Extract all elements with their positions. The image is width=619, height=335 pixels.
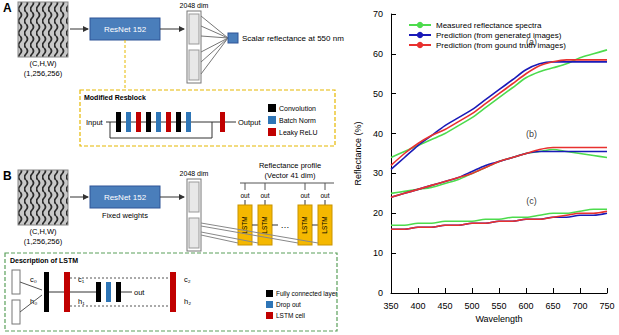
svg-text:Fully connected layer: Fully connected layer (276, 290, 338, 298)
svg-text:600: 600 (518, 301, 533, 311)
svg-text:Batch Norm: Batch Norm (279, 117, 316, 124)
svg-text:…: … (281, 220, 290, 230)
svg-text:out: out (240, 192, 249, 199)
svg-text:LSTM cell: LSTM cell (276, 312, 305, 319)
svg-text:c₀: c₀ (30, 275, 37, 284)
svg-text:h₂: h₂ (184, 297, 191, 306)
svg-text:700: 700 (572, 301, 587, 311)
svg-text:Scalar reflectance at 550 nm: Scalar reflectance at 550 nm (242, 34, 344, 43)
svg-text:(C,H,W): (C,H,W) (29, 59, 57, 68)
svg-text:50: 50 (373, 89, 383, 99)
svg-text:60: 60 (373, 49, 383, 59)
svg-text:70: 70 (373, 9, 383, 19)
svg-text:(b): (b) (526, 129, 537, 139)
svg-text:Prediction (from generated ima: Prediction (from generated images) (436, 31, 562, 40)
svg-text:c₂: c₂ (184, 275, 191, 284)
svg-text:(Vector 41 dim): (Vector 41 dim) (265, 171, 316, 180)
svg-text:ResNet 152: ResNet 152 (104, 25, 147, 34)
svg-text:LSTM: LSTM (301, 216, 308, 233)
svg-text:350: 350 (383, 301, 398, 311)
svg-text:20: 20 (373, 208, 383, 218)
svg-text:Output: Output (238, 118, 261, 127)
svg-text:Measured reflectance spectra: Measured reflectance spectra (436, 21, 542, 30)
svg-text:c₁: c₁ (78, 275, 85, 284)
svg-text:Convolution: Convolution (279, 105, 316, 112)
svg-text:650: 650 (545, 301, 560, 311)
svg-text:(1,256,256): (1,256,256) (24, 237, 63, 246)
svg-text:Reflectance (%): Reflectance (%) (353, 121, 363, 185)
svg-text:(C,H,W): (C,H,W) (29, 227, 57, 236)
svg-text:(c): (c) (526, 196, 537, 206)
svg-text:LSTM: LSTM (261, 216, 268, 233)
svg-text:out: out (134, 288, 145, 297)
svg-text:Description of LSTM: Description of LSTM (10, 257, 78, 265)
svg-text:out: out (260, 192, 269, 199)
svg-text:LSTM: LSTM (241, 216, 248, 234)
svg-text:B: B (3, 169, 12, 183)
svg-text:400: 400 (410, 301, 425, 311)
svg-text:out: out (320, 192, 329, 199)
svg-text:A: A (3, 1, 12, 15)
svg-text:h₀: h₀ (30, 297, 38, 306)
svg-text:LSTM: LSTM (321, 216, 328, 233)
svg-text:Fixed weights: Fixed weights (102, 211, 148, 220)
svg-text:Prediction (from gound truth i: Prediction (from gound truth images) (436, 41, 566, 50)
svg-text:40: 40 (373, 129, 383, 139)
svg-text:Drop out: Drop out (276, 301, 301, 309)
svg-text:Wavelength: Wavelength (475, 314, 522, 324)
svg-text:500: 500 (464, 301, 479, 311)
svg-text:Leaky ReLU: Leaky ReLU (279, 129, 318, 137)
svg-text:450: 450 (437, 301, 452, 311)
svg-text:Input: Input (86, 118, 104, 127)
svg-text:30: 30 (373, 168, 383, 178)
svg-text:Modified Resblock: Modified Resblock (84, 94, 146, 101)
svg-text:2048 dim: 2048 dim (180, 2, 209, 9)
svg-text:Reflectance profile: Reflectance profile (259, 161, 321, 170)
svg-text:0: 0 (378, 288, 383, 298)
svg-text:750: 750 (599, 301, 614, 311)
svg-text:550: 550 (491, 301, 506, 311)
svg-text:h₁: h₁ (78, 297, 85, 306)
svg-text:out: out (300, 192, 309, 199)
svg-text:ResNet 152: ResNet 152 (104, 193, 147, 202)
svg-text:(1,256,256): (1,256,256) (24, 69, 63, 78)
svg-text:10: 10 (373, 248, 383, 258)
svg-text:2048 dim: 2048 dim (180, 170, 209, 177)
